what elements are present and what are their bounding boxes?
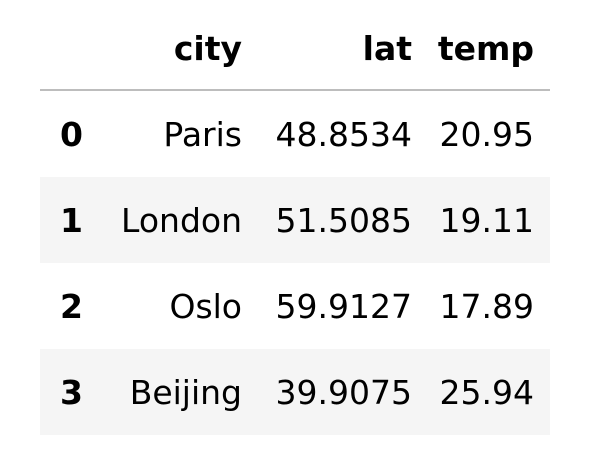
city-cell: Beijing <box>129 372 242 412</box>
row-index: 3 <box>60 372 83 412</box>
table-row: 0 Paris 48.8534 20.95 <box>40 91 550 177</box>
temp-cell: 25.94 <box>439 372 534 412</box>
row-index: 0 <box>60 114 83 154</box>
dataframe-table: city lat temp 0 Paris 48.8534 20.95 1 Lo… <box>40 0 550 435</box>
lat-cell: 59.9127 <box>275 286 412 326</box>
column-header-lat: lat <box>362 29 412 68</box>
row-index: 2 <box>60 286 83 326</box>
table-row: 2 Oslo 59.9127 17.89 <box>40 263 550 349</box>
temp-cell: 17.89 <box>439 286 534 326</box>
column-header-temp: temp <box>437 29 534 68</box>
temp-cell: 20.95 <box>439 114 534 154</box>
city-cell: Oslo <box>169 286 242 326</box>
table-row: 3 Beijing 39.9075 25.94 <box>40 349 550 435</box>
city-cell: London <box>121 200 242 240</box>
column-header-city: city <box>173 29 242 68</box>
table-header-row: city lat temp <box>40 0 550 91</box>
lat-cell: 48.8534 <box>275 114 412 154</box>
lat-cell: 39.9075 <box>275 372 412 412</box>
city-cell: Paris <box>163 114 242 154</box>
lat-cell: 51.5085 <box>275 200 412 240</box>
table-row: 1 London 51.5085 19.11 <box>40 177 550 263</box>
row-index: 1 <box>60 200 83 240</box>
temp-cell: 19.11 <box>439 200 534 240</box>
